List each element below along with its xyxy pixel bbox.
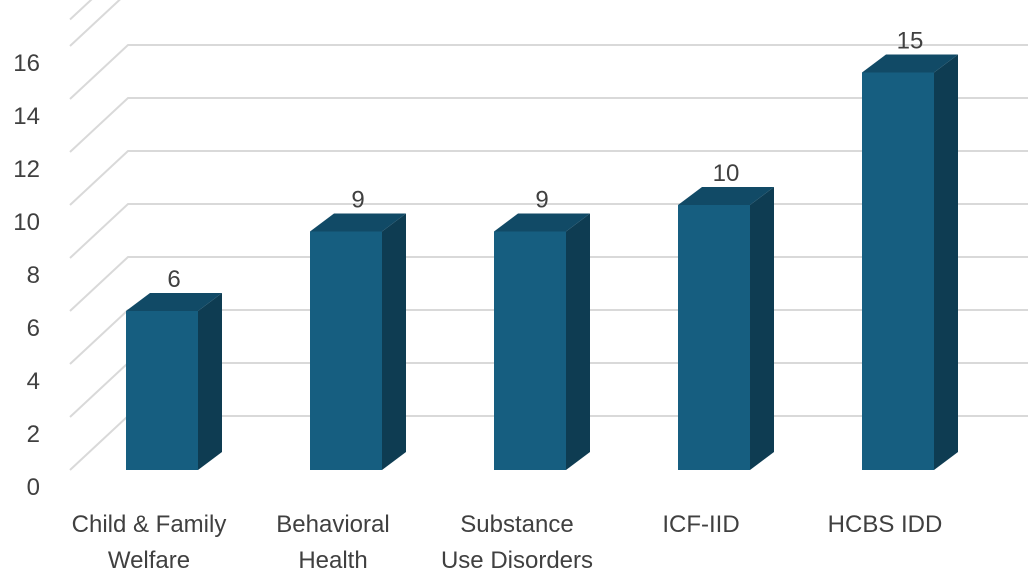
y-tick-label: 4 <box>27 368 40 395</box>
bar-top <box>494 213 590 232</box>
data-label: 10 <box>713 160 740 187</box>
x-category-label: Substance Use Disorders <box>441 511 593 574</box>
bars <box>126 54 958 470</box>
bar-top <box>862 54 958 73</box>
bar-top <box>126 293 222 311</box>
bar-side <box>566 213 590 470</box>
data-label: 9 <box>535 187 548 214</box>
bar-0 <box>126 293 222 470</box>
y-tick-label: 12 <box>13 156 40 183</box>
gridline-16 <box>69 0 121 47</box>
bar-side <box>198 293 222 470</box>
y-tick-label: 0 <box>27 474 40 501</box>
y-tick-label: 8 <box>27 262 40 289</box>
bar-side <box>382 213 406 470</box>
bar-2 <box>494 213 590 470</box>
y-tick-label: 10 <box>13 209 40 236</box>
x-category-label: Behavioral Health <box>276 511 389 574</box>
gridline-top <box>69 0 93 21</box>
bar-1 <box>310 213 406 470</box>
bar-4 <box>862 54 958 470</box>
data-label: 6 <box>167 266 180 293</box>
bar-top <box>678 187 774 205</box>
y-tick-label: 2 <box>27 421 40 448</box>
data-labels: 6 9 9 10 15 <box>167 28 923 294</box>
data-label: 9 <box>351 187 364 214</box>
gridline-12 <box>69 97 1028 153</box>
bar-front <box>862 72 934 470</box>
y-axis-tick-labels: 0 2 4 6 8 10 12 14 16 <box>13 50 40 501</box>
y-tick-label: 14 <box>13 103 40 130</box>
y-tick-label: 6 <box>27 315 40 342</box>
y-tick-label: 16 <box>13 50 40 77</box>
bar-top <box>310 213 406 232</box>
x-category-label: Child & Family Welfare <box>72 511 227 574</box>
bar-3 <box>678 187 774 470</box>
bar-side <box>934 54 958 470</box>
bar-side <box>750 187 774 470</box>
bar-front <box>678 205 750 470</box>
bar-front <box>310 231 382 470</box>
data-label: 15 <box>897 28 924 55</box>
x-category-label: ICF-IID <box>662 511 739 538</box>
bar-front <box>494 231 566 470</box>
x-axis-category-labels: Child & Family Welfare Behavioral Health Sub… <box>72 511 943 574</box>
gridline-10 <box>69 150 1028 206</box>
gridline-14 <box>69 44 1028 100</box>
bar-front <box>126 311 198 470</box>
x-category-label: HCBS IDD <box>828 511 943 538</box>
